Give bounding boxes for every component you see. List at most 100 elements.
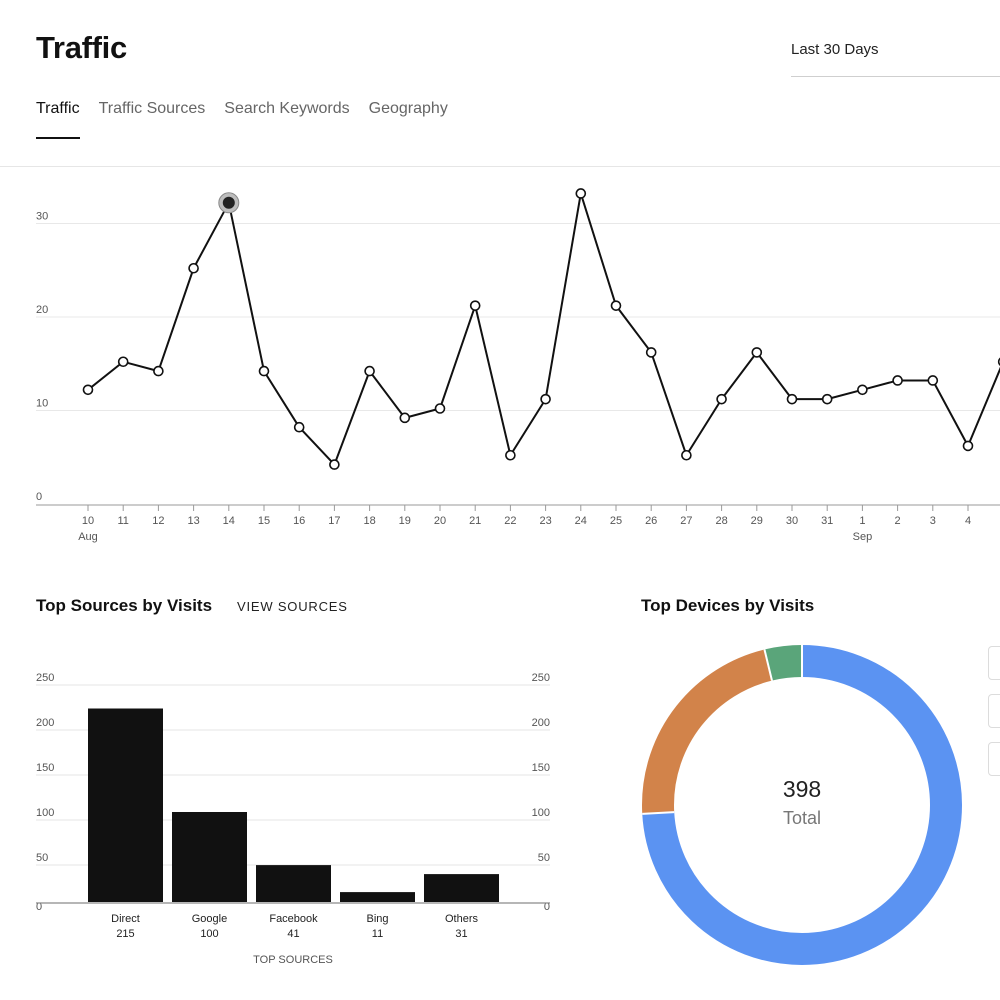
- legend-item-2[interactable]: [988, 694, 1000, 728]
- y-tick-label-right: 200: [532, 717, 550, 729]
- donut-separator: [763, 649, 773, 681]
- data-point: [505, 449, 516, 461]
- x-tick-label: 3: [930, 515, 936, 527]
- data-point: [786, 393, 798, 405]
- x-axis-title: TOP SOURCES: [253, 954, 333, 966]
- x-tick-label: 19: [399, 515, 411, 527]
- x-tick-label: 13: [187, 515, 199, 527]
- y-tick-label-left: 100: [36, 807, 54, 819]
- x-tick-label: 18: [363, 515, 375, 527]
- x-tick-label: 29: [751, 515, 763, 527]
- data-point: [399, 412, 411, 424]
- y-tick-label: 0: [36, 491, 42, 503]
- tab-geography[interactable]: Geography: [368, 100, 448, 117]
- x-category-label: Direct: [111, 913, 140, 925]
- data-point: [329, 459, 340, 470]
- x-tick-label: 25: [610, 515, 622, 527]
- sources-title: Top Sources by Visits: [36, 596, 213, 615]
- view-sources-link[interactable]: VIEW SOURCES: [237, 599, 348, 614]
- data-point: [610, 300, 622, 311]
- donut-total-label: Total: [782, 808, 822, 828]
- y-tick-label-right: 100: [532, 807, 550, 819]
- data-point: [716, 393, 727, 405]
- y-tick-label-left: 50: [36, 852, 48, 864]
- month-label: Aug: [78, 531, 98, 543]
- x-tick-label: 28: [715, 515, 727, 527]
- x-tick-label: 15: [258, 515, 270, 527]
- x-tick-label: 16: [293, 515, 305, 527]
- x-tick-label: 4: [965, 515, 971, 527]
- donut-segment: [642, 645, 962, 965]
- x-category-label: Facebook: [269, 913, 318, 925]
- data-point: [364, 365, 375, 377]
- bar: [172, 812, 247, 902]
- x-tick-label: 22: [504, 515, 516, 527]
- data-point: [751, 347, 763, 358]
- y-tick-label-right: 150: [532, 762, 550, 774]
- x-tick-label: 17: [328, 515, 340, 527]
- donut-separator: [642, 811, 675, 815]
- x-tick-label: 30: [786, 515, 798, 527]
- x-tick-label: 20: [434, 515, 446, 527]
- x-tick-label: 12: [152, 515, 164, 527]
- tab-traffic-sources[interactable]: Traffic Sources: [98, 100, 206, 117]
- traffic-series-line: [87, 192, 1000, 466]
- x-tick-label: 23: [539, 515, 551, 527]
- y-tick-label: 10: [36, 398, 48, 410]
- x-category-label: Others: [445, 913, 479, 925]
- data-point: [469, 300, 481, 311]
- data-point: [892, 375, 903, 386]
- data-point: [575, 188, 587, 199]
- data-point: [82, 384, 94, 396]
- x-category-label: Google: [192, 913, 227, 925]
- data-point-highlighted: [222, 196, 235, 209]
- bar: [256, 865, 331, 902]
- x-tick-label: 2: [895, 515, 901, 527]
- bar-value-label: 11: [372, 928, 383, 940]
- tab-traffic[interactable]: Traffic: [36, 100, 80, 139]
- y-tick-label-right: 50: [538, 852, 550, 864]
- x-tick-label: 10: [82, 515, 94, 527]
- y-tick-label-left: 150: [36, 762, 54, 774]
- data-point: [540, 393, 551, 405]
- legend-item-1[interactable]: [988, 646, 1000, 680]
- data-point: [117, 356, 129, 368]
- data-point: [434, 403, 446, 414]
- x-tick-label: 21: [469, 515, 481, 527]
- donut-total-value: 398: [782, 776, 822, 802]
- data-point: [962, 440, 974, 452]
- x-tick-label: 31: [821, 515, 833, 527]
- x-tick-label: 24: [575, 515, 587, 527]
- y-tick-label-right: 250: [532, 672, 550, 684]
- y-tick-label-left: 0: [36, 901, 42, 913]
- date-range-select[interactable]: Last 30 Days: [791, 41, 1000, 77]
- bar-value-label: 100: [200, 928, 218, 940]
- tab-bar: Traffic Traffic Sources Search Keywords …: [36, 100, 448, 139]
- data-point: [927, 375, 939, 386]
- x-tick-label: 27: [680, 515, 692, 527]
- data-point: [153, 365, 164, 377]
- x-category-label: Bing: [366, 913, 388, 925]
- x-tick-label: 14: [223, 515, 235, 527]
- y-tick-label-left: 250: [36, 672, 54, 684]
- data-point: [645, 347, 657, 358]
- bar: [88, 708, 163, 902]
- data-point: [681, 449, 692, 461]
- data-point: [821, 393, 833, 405]
- page-title: Traffic: [36, 30, 127, 65]
- bar-value-label: 31: [455, 928, 467, 940]
- header-divider: [0, 166, 1000, 167]
- tab-search-keywords[interactable]: Search Keywords: [224, 100, 350, 117]
- x-tick-label: 26: [645, 515, 657, 527]
- x-tick-label: 1: [859, 515, 865, 527]
- bar-value-label: 41: [287, 928, 299, 940]
- legend-item-3[interactable]: [988, 742, 1000, 776]
- devices-title: Top Devices by Visits: [641, 596, 815, 615]
- devices-donut-chart: [642, 645, 962, 965]
- data-point: [857, 384, 868, 396]
- bar-value-label: 215: [116, 928, 134, 940]
- y-tick-label-right: 0: [544, 901, 550, 913]
- y-tick-label: 20: [36, 304, 48, 316]
- y-tick-label: 30: [36, 211, 48, 223]
